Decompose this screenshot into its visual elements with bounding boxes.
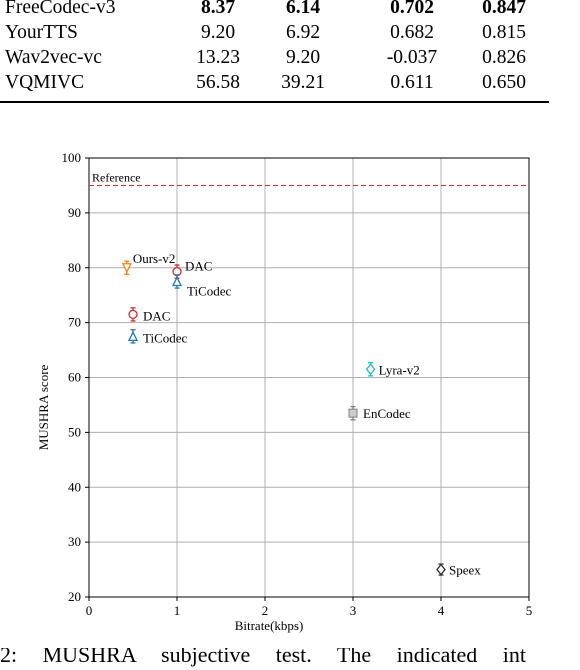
y-axis-label: MUSHRA score (36, 364, 51, 450)
value-cell: 13.23 (196, 47, 240, 68)
table-bottom-rule (0, 101, 549, 103)
value-cell: 39.21 (281, 72, 325, 93)
data-point (171, 276, 183, 287)
value-cell: 0.815 (482, 22, 526, 43)
y-tick-label: 30 (68, 534, 81, 549)
value-cell: 0.650 (482, 72, 526, 93)
mushra-scatter-chart: 20 30 40 50 60 70 80 90 100 0 1 2 3 4 5 Bitrate(kbps) MU… (36, 150, 533, 633)
method-cell: YourTTS (5, 22, 78, 43)
data-point (365, 363, 376, 376)
method-cell: VQMIVC (5, 72, 85, 93)
point-label: DAC (143, 308, 170, 323)
y-tick-label: 40 (68, 479, 81, 494)
value-cell: 0.847 (482, 0, 526, 18)
y-tick-label: 20 (68, 589, 81, 604)
value-cell: -0.037 (386, 47, 438, 68)
value-cell: 0.702 (390, 0, 434, 18)
value-cell: 9.20 (285, 47, 321, 68)
x-tick-label: 3 (350, 603, 357, 618)
data-point (348, 408, 358, 418)
y-tick-label: 90 (68, 205, 81, 220)
y-tick-label: 80 (68, 260, 81, 275)
table-row: YourTTS 9.20 6.92 0.682 0.815 (0, 20, 549, 45)
value-cell: 9.20 (200, 22, 236, 43)
x-tick-label: 1 (174, 603, 181, 618)
value-cell: 56.58 (196, 72, 240, 93)
caption-text: 2: MUSHRA subjective test. The indicated… (0, 648, 526, 667)
data-point (127, 330, 139, 341)
point-label: Lyra-v2 (379, 362, 420, 377)
point-label: DAC (185, 259, 212, 274)
x-tick-label: 0 (86, 603, 93, 618)
point-label: TiCodec (143, 330, 188, 345)
x-tick-label: 5 (526, 603, 533, 618)
point-label: TiCodec (187, 283, 232, 298)
point-label: Speex (449, 563, 481, 578)
value-cell: 6.14 (285, 0, 321, 18)
point-label: EnCodec (363, 406, 411, 421)
x-axis-label: Bitrate(kbps) (235, 618, 304, 633)
y-tick-label: 100 (62, 150, 82, 165)
x-tick-label: 4 (438, 603, 445, 618)
value-cell: 6.92 (285, 22, 321, 43)
data-point (121, 263, 132, 274)
point-label: Ours-v2 (133, 251, 176, 266)
data-point (436, 563, 446, 576)
value-cell: 0.682 (390, 22, 434, 43)
data-point (128, 309, 138, 320)
method-cell: Wav2vec-vc (5, 47, 102, 68)
y-tick-label: 60 (68, 370, 81, 385)
table-row: Wav2vec-vc 13.23 9.20 -0.037 0.826 (0, 45, 549, 70)
table-row: VQMIVC 56.58 39.21 0.611 0.650 (0, 70, 549, 95)
reference-label: Reference (92, 170, 141, 184)
y-tick-label: 70 (68, 315, 81, 330)
value-cell: 8.37 (200, 0, 236, 18)
value-cell: 0.826 (482, 47, 526, 68)
x-tick-label: 2 (262, 603, 269, 618)
table-row: FreeCodec-v3 8.37 6.14 0.702 0.847 (0, 0, 549, 20)
y-tick-label: 50 (68, 424, 81, 439)
figure-caption: 2: MUSHRA subjective test. The indicated… (0, 648, 580, 670)
value-cell: 0.611 (390, 72, 434, 93)
method-cell: FreeCodec-v3 (5, 0, 116, 18)
